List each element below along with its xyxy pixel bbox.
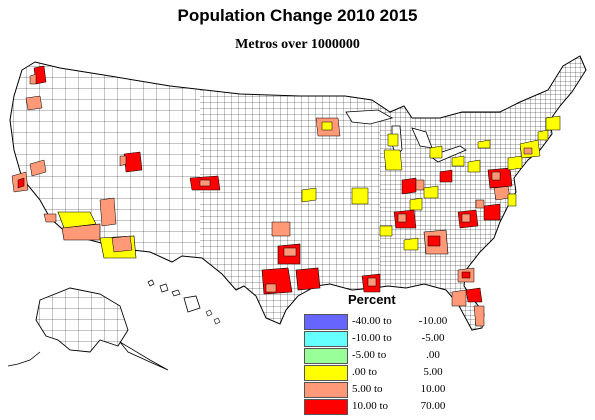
metro-oxnard [43, 213, 57, 223]
metro-new-york-core [523, 147, 533, 155]
aleutian-islands [7, 351, 41, 367]
metro-cincinnati [423, 185, 439, 199]
metro-buffalo [477, 139, 491, 149]
alaska-panhandle [119, 341, 169, 371]
metro-columbus [439, 169, 453, 183]
legend-row: 10.00 to 70.00 [300, 399, 460, 415]
alaska-shape [35, 287, 129, 353]
metro-raleigh-outer [475, 199, 485, 209]
legend-swatch [304, 314, 348, 330]
legend-to: 70.00 [420, 400, 446, 412]
metro-denver-core [199, 179, 211, 187]
metro-philadelphia [507, 155, 523, 171]
metro-st-louis [351, 187, 369, 205]
legend-swatch [304, 348, 348, 364]
legend-row: 5.00 to 10.00 [300, 382, 460, 398]
metro-chicago [383, 149, 403, 171]
metro-baltimore [491, 171, 501, 181]
metro-phoenix-core [111, 235, 133, 253]
legend-swatch [304, 399, 348, 415]
metro-san-antonio-outer [265, 283, 277, 293]
hawaii-island-2 [159, 283, 169, 293]
metro-charlotte-core [461, 213, 471, 223]
legend-from: 10.00 to [352, 400, 389, 412]
metro-minneapolis-core [321, 121, 333, 131]
legend-swatch [304, 365, 348, 381]
metro-virginia-beach [507, 193, 517, 207]
hawaii-island-1 [147, 279, 155, 287]
metro-raleigh [483, 203, 501, 221]
legend-title: Percent [348, 292, 396, 307]
metro-miami [473, 305, 485, 327]
metro-nashville-core [397, 213, 407, 223]
metro-tampa [451, 289, 467, 307]
metro-oklahoma-city [271, 221, 291, 237]
metro-boston [545, 115, 561, 131]
metro-new-orleans-core [367, 277, 377, 287]
legend-from: .00 to [352, 366, 378, 378]
metro-hartford [537, 129, 549, 141]
metro-atlanta-core [427, 235, 441, 247]
metro-houston [295, 267, 321, 291]
legend-to: -10.00 [418, 315, 448, 327]
metro-detroit [429, 145, 443, 159]
lake-superior [345, 109, 394, 125]
metro-kansas-city [301, 187, 317, 203]
metro-los-angeles [57, 211, 97, 229]
legend-to: .00 [426, 349, 440, 361]
legend-swatch [304, 331, 348, 347]
map-title: Population Change 2010 2015 [177, 6, 418, 25]
metro-regions [11, 65, 561, 327]
metro-cleveland [451, 155, 465, 167]
legend: Percent -40.00 to -10.00 -10.00 to -5.00… [300, 292, 460, 418]
map-subtitle: Metros over 1000000 [235, 37, 360, 52]
metro-sacramento [29, 159, 47, 177]
metro-riverside [61, 223, 101, 241]
metro-portland [25, 95, 43, 111]
metro-indianapolis-outer [415, 179, 425, 191]
legend-from: 5.00 to [352, 383, 383, 395]
metro-richmond [493, 185, 511, 201]
metro-seattle-outer [29, 73, 37, 85]
legend-to: -5.00 [421, 332, 445, 344]
metro-jacksonville-core [461, 271, 471, 279]
metro-memphis [379, 225, 393, 237]
legend-row: -5.00 to .00 [300, 348, 460, 364]
hawaii-inset [147, 279, 201, 313]
metro-salt-lake-city [123, 151, 143, 173]
legend-row: -40.00 to -10.00 [300, 314, 460, 330]
legend-to: 10.00 [420, 383, 446, 395]
hawaii-island-3 [171, 289, 181, 297]
metro-san-jose [17, 177, 25, 189]
metro-milwaukee [387, 133, 399, 147]
legend-from: -40.00 to [352, 315, 392, 327]
metro-ogden [119, 155, 127, 167]
metro-birmingham [403, 237, 419, 251]
metro-pittsburgh [467, 159, 481, 173]
legend-swatch [304, 382, 348, 398]
island-small-2 [205, 309, 213, 317]
metro-louisville [409, 197, 423, 211]
legend-row: .00 to 5.00 [300, 365, 460, 381]
legend-to: 5.00 [423, 366, 443, 378]
metro-las-vegas [99, 197, 117, 227]
legend-from: -5.00 to [352, 349, 387, 361]
metro-dallas-core [283, 247, 297, 257]
legend-from: -10.00 to [352, 332, 392, 344]
metro-orlando [465, 287, 483, 303]
island-small-1 [213, 317, 221, 325]
metro-indianapolis [401, 177, 417, 195]
alaska-inset [7, 287, 169, 371]
hawaii-big-island [183, 295, 201, 313]
legend-row: -10.00 to -5.00 [300, 331, 460, 347]
